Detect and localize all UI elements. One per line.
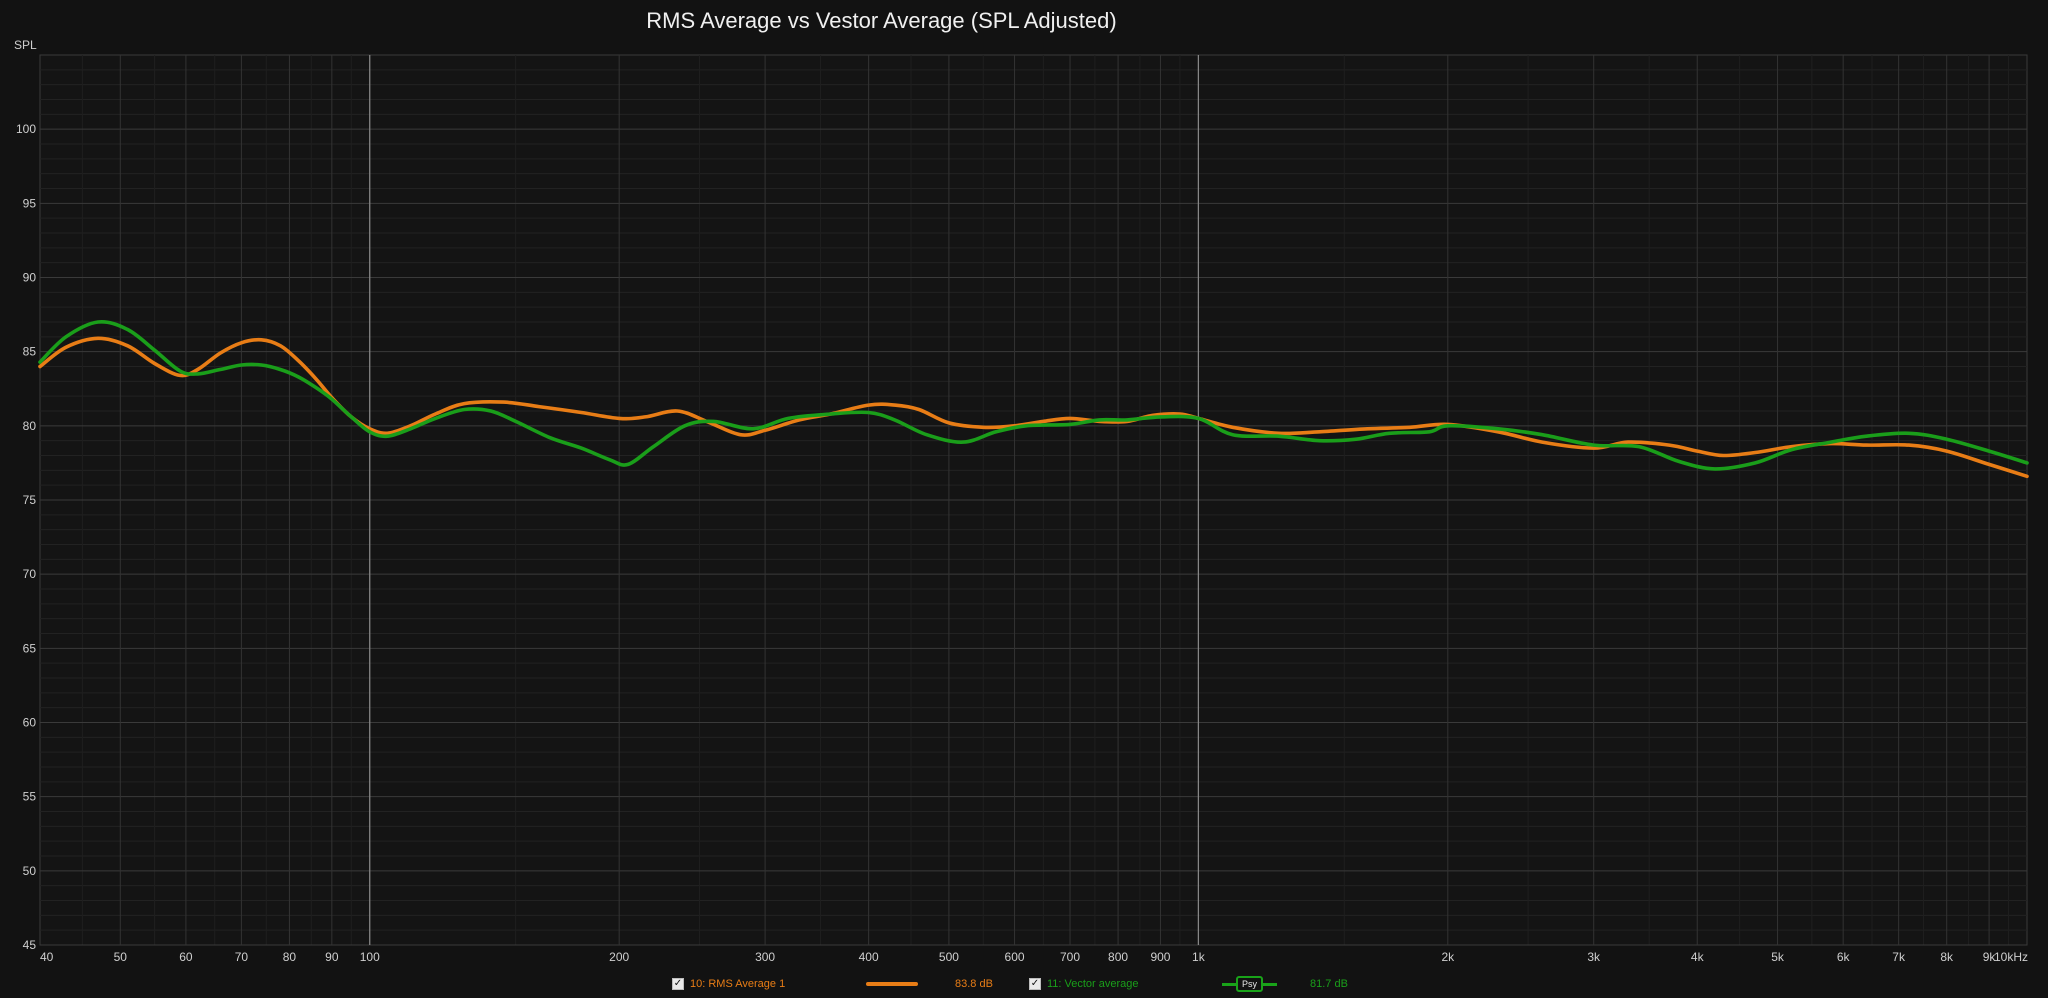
- y-axis-label: SPL: [14, 38, 37, 52]
- vector-value-text: 81.7 dB: [1310, 978, 1348, 990]
- y-tick-label: 55: [23, 790, 37, 804]
- psy-smoothing-badge[interactable]: Psy: [1236, 976, 1264, 992]
- legend: ✓ 10: RMS Average 1 83.8 dB ✓ 11: Vector…: [0, 975, 2048, 995]
- x-tick-label: 700: [1060, 950, 1080, 964]
- y-tick-label: 90: [23, 271, 37, 285]
- y-axis-ticks: 100 95 90 85 80 75 70 65 60 55 50 45: [16, 122, 36, 952]
- vector-swatch-left: [1222, 982, 1236, 986]
- legend-item-rms[interactable]: ✓ 10: RMS Average 1: [672, 975, 785, 993]
- x-tick-label: 600: [1005, 950, 1025, 964]
- x-tick-label: 2k: [1441, 950, 1455, 964]
- x-tick-label: 100: [360, 950, 380, 964]
- series-layer: [38, 319, 2029, 479]
- x-tick-label: 8k: [1940, 950, 1954, 964]
- y-tick-label: 85: [23, 345, 37, 359]
- x-tick-label: 1k: [1192, 950, 1206, 964]
- x-tick-label: 10kHz: [1994, 950, 2028, 964]
- y-tick-label: 80: [23, 419, 37, 433]
- y-tick-label: 95: [23, 196, 37, 210]
- cursor-lines[interactable]: [369, 55, 1199, 945]
- x-tick-label: 5k: [1771, 950, 1785, 964]
- x-tick-label: 90: [325, 950, 339, 964]
- rms-visibility-checkbox[interactable]: ✓: [672, 978, 684, 990]
- x-tick-label: 800: [1108, 950, 1128, 964]
- vector-visibility-checkbox[interactable]: ✓: [1029, 978, 1041, 990]
- x-tick-label: 4k: [1691, 950, 1705, 964]
- y-tick-label: 45: [23, 938, 37, 952]
- x-tick-label: 500: [939, 950, 959, 964]
- y-tick-label: 65: [23, 641, 37, 655]
- x-tick-label: 6k: [1837, 950, 1851, 964]
- chart-title: RMS Average vs Vestor Average (SPL Adjus…: [646, 8, 1117, 33]
- series-line-rms-average: [38, 336, 2029, 479]
- x-tick-label: 9k: [1983, 950, 1997, 964]
- y-tick-label: 75: [23, 493, 37, 507]
- y-tick-label: 60: [23, 716, 37, 730]
- x-tick-label: 80: [283, 950, 297, 964]
- legend-item-vector[interactable]: ✓ 11: Vector average: [1029, 975, 1139, 993]
- rms-value-text: 83.8 dB: [955, 978, 993, 990]
- vector-swatch-right: [1263, 982, 1278, 986]
- x-tick-label: 40: [40, 950, 54, 964]
- series-line-vector-average: [38, 319, 2029, 471]
- vector-value: 81.7 dB: [1310, 975, 1348, 993]
- y-tick-label: 50: [23, 864, 37, 878]
- y-tick-label: 100: [16, 122, 36, 136]
- rms-swatch: [866, 982, 918, 986]
- rms-line-swatch: [866, 975, 918, 993]
- x-tick-label: 7k: [1892, 950, 1906, 964]
- x-tick-label: 60: [179, 950, 193, 964]
- x-tick-label: 200: [609, 950, 629, 964]
- x-axis-ticks: 40 50 60 70 80 90 100 200 300 400 500 600 700 800 900 1…: [40, 950, 2028, 964]
- rms-value: 83.8 dB: [955, 975, 993, 993]
- x-tick-label: 300: [755, 950, 775, 964]
- rms-series-label: 10: RMS Average 1: [690, 978, 786, 990]
- x-tick-label: 50: [114, 950, 128, 964]
- x-tick-label: 400: [859, 950, 879, 964]
- vector-line-swatch[interactable]: Psy: [1222, 975, 1278, 993]
- x-tick-label: 900: [1150, 950, 1170, 964]
- x-tick-label: 3k: [1587, 950, 1601, 964]
- y-tick-label: 70: [23, 567, 37, 581]
- x-tick-label: 70: [235, 950, 249, 964]
- vector-series-label: 11: Vector average: [1047, 978, 1139, 990]
